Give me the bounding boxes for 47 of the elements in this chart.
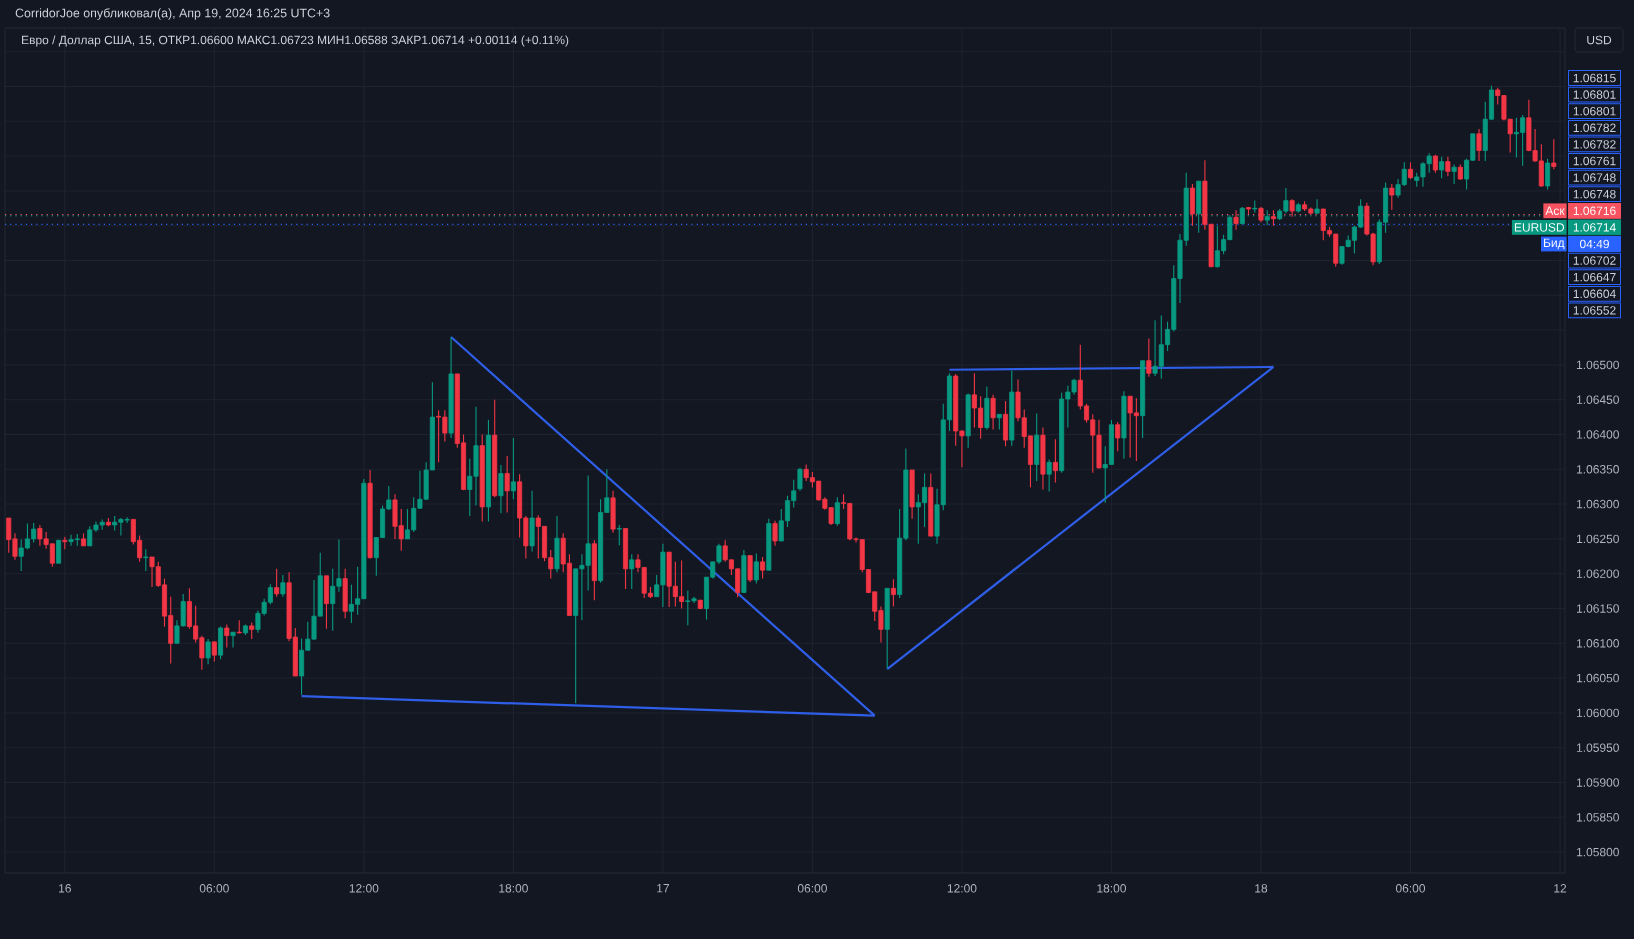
text: 1.06815 [1573, 73, 1616, 83]
text: 1.06801 [1573, 90, 1616, 99]
y-tick-label: 1.06500 [1576, 360, 1619, 370]
y-tick-label: 1.05950 [1576, 743, 1619, 752]
y-tick-label: 1.06200 [1576, 569, 1619, 578]
text: 1.06702 [1573, 256, 1616, 265]
y-tick-label: 1.06450 [1576, 395, 1619, 404]
y-axis-title: USD [1587, 35, 1612, 45]
text: 04:49 [1579, 239, 1609, 249]
text: 1.06748 [1573, 173, 1616, 182]
x-tick-label: 06:00 [797, 884, 827, 893]
y-tick-label: 1.05800 [1576, 847, 1619, 857]
y-tick-label: 1.06400 [1576, 430, 1619, 439]
x-tick-label: 16 [59, 884, 71, 893]
y-tick-label: 1.05900 [1576, 778, 1619, 787]
text: 1.06801 [1573, 106, 1616, 116]
x-tick-label: 17 [657, 884, 669, 893]
text: 1.06761 [1573, 156, 1616, 166]
x-tick-label: 18 [1255, 884, 1268, 893]
x-tick-label: 18:00 [499, 884, 528, 893]
chart-title: CorridorJoe опубликовал(а), Апр 19, 2024 16:25 UTC+3 [15, 8, 330, 20]
legend-label: EURUSD [1514, 223, 1565, 232]
text: 1.06748 [1573, 189, 1616, 199]
ref-line-label: Аск [1545, 206, 1565, 215]
text: 1.06782 [1573, 123, 1616, 133]
x-tick-label: 12:00 [349, 884, 379, 893]
text: 1.06604 [1573, 289, 1616, 299]
y-tick-label: 1.06000 [1576, 708, 1619, 718]
x-tick-label: 18:00 [1097, 884, 1127, 893]
x-tick-label: 06:00 [199, 884, 229, 893]
text: 1.06716 [1573, 206, 1616, 216]
x-tick-label: 06:00 [1395, 884, 1426, 893]
x-tick-label: 12 [1554, 884, 1567, 893]
legend-label: Бид [1544, 238, 1565, 250]
y-tick-label: 1.06350 [1576, 465, 1619, 474]
y-tick-label: 1.06250 [1576, 534, 1619, 544]
y-tick-label: 1.06100 [1576, 639, 1619, 648]
text: Евро / Доллар США, 15, ОТКР1.06600 МАКС1.06723 МИН1.06588 ЗАКР1.06714 +0.00114 (+0.11%) [22, 35, 569, 47]
text: 1.06647 [1573, 272, 1616, 282]
y-tick-label: 1.06050 [1576, 673, 1619, 683]
x-tick-label: 12:00 [947, 884, 977, 893]
text: 1.06714 [1573, 223, 1616, 232]
text: 1.06782 [1573, 140, 1616, 149]
text: 1.06552 [1573, 306, 1616, 315]
y-tick-label: 1.05850 [1576, 813, 1619, 822]
y-tick-label: 1.06300 [1576, 499, 1619, 509]
y-tick-label: 1.06150 [1576, 604, 1619, 613]
